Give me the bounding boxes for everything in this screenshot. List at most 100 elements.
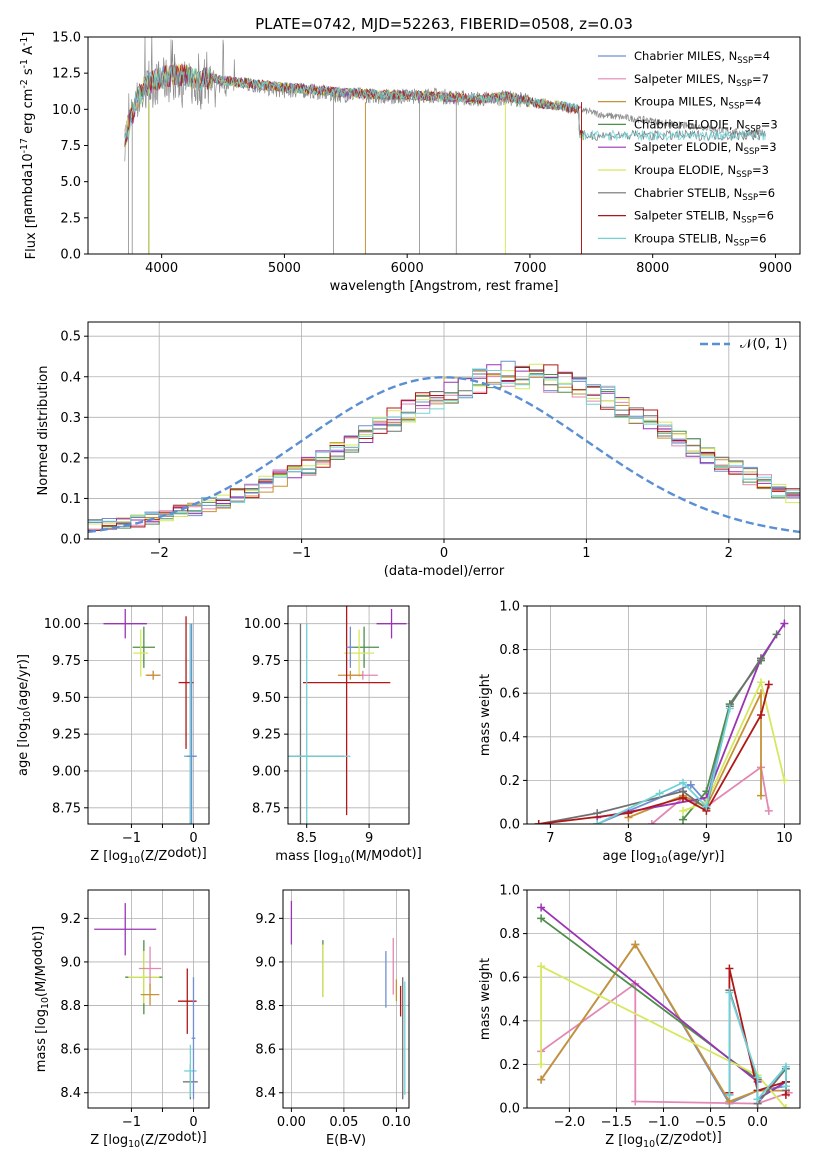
ytick-label: 0.4 bbox=[499, 730, 520, 745]
legend-entry: Kroupa ELODIE, NSSP=3 bbox=[634, 163, 769, 180]
legend-entry: Kroupa STELIB, NSSP=6 bbox=[634, 231, 766, 248]
xtick-label: 8 bbox=[624, 831, 632, 846]
errorbar-point bbox=[302, 606, 391, 816]
plus-marker bbox=[725, 964, 734, 973]
legend-entry: Chabrier STELIB, NSSP=6 bbox=[634, 186, 775, 203]
xtick-label: 7000 bbox=[513, 261, 546, 276]
axes-mass_vs_EBV: 0.00 0.05 0.10 8.4 8.6 8.8 9.0 9.2 E(B-V) bbox=[255, 889, 411, 1148]
xtick-label: −1.5 bbox=[601, 1115, 633, 1130]
ytick-label: 0.8 bbox=[499, 643, 520, 658]
ytick-label: 9.00 bbox=[252, 764, 281, 779]
plus-marker bbox=[537, 1060, 546, 1069]
x-axis-label: wavelength [Angstrom, rest frame] bbox=[330, 279, 559, 294]
axes-spectrum: 4000 5000 6000 7000 8000 9000 0.0 2.5 5.0 7.5 10.0… bbox=[19, 31, 801, 294]
legend-entry: Salpeter MILES, NSSP=7 bbox=[634, 72, 769, 89]
axes-frame bbox=[87, 889, 210, 1109]
xtick-label: 7 bbox=[546, 831, 554, 846]
errorbar-point bbox=[138, 946, 162, 991]
y-axis-label: mass weight bbox=[478, 958, 493, 1040]
ytick-label: 0.2 bbox=[60, 451, 81, 466]
histogram-step bbox=[88, 372, 800, 530]
axes-age_vs_Z: −1 0 8.75 9.00 9.25 9.50 9.75 10.00 Z [log10(Z/Z… bbox=[16, 605, 210, 866]
errorbar-point bbox=[288, 623, 351, 824]
xtick-label: 0.05 bbox=[329, 1115, 358, 1130]
plot-area bbox=[537, 903, 793, 1108]
ytick-label: 10.00 bbox=[44, 617, 81, 632]
xtick-label: 0.00 bbox=[277, 1115, 306, 1130]
xtick-label: 0 bbox=[440, 546, 448, 561]
ytick-label: 1.0 bbox=[499, 884, 520, 899]
ytick-label: 9.50 bbox=[252, 691, 281, 706]
legend-entry: Chabrier MILES, NSSP=4 bbox=[634, 49, 770, 66]
plus-marker bbox=[757, 791, 765, 800]
xtick-label: 9 bbox=[702, 831, 710, 846]
ytick-label: 9.25 bbox=[52, 728, 81, 743]
plus-marker bbox=[781, 1104, 790, 1108]
x-axis-label: Z [log10(Z/Zodot)] bbox=[90, 1130, 207, 1150]
x-axis-label: mass [log10(M/Modot)] bbox=[275, 846, 421, 866]
ytick-label: 9.2 bbox=[60, 912, 81, 927]
x-axis-label: E(B-V) bbox=[326, 1133, 366, 1148]
y-axis-label: Normed distribution bbox=[36, 366, 51, 496]
ytick-label: 8.6 bbox=[255, 1043, 276, 1058]
ytick-label: 0.2 bbox=[499, 1058, 520, 1073]
ytick-label: 9.0 bbox=[60, 955, 81, 970]
ytick-label: 8.8 bbox=[255, 999, 276, 1014]
errorbar-point bbox=[145, 670, 161, 680]
x-axis-label: age [log10(age/yr)] bbox=[602, 849, 724, 866]
ytick-label: 8.6 bbox=[60, 1043, 81, 1058]
ytick-label: 0.4 bbox=[499, 1014, 520, 1029]
plus-marker bbox=[679, 815, 687, 824]
plus-marker bbox=[781, 1062, 790, 1071]
ytick-label: 12.5 bbox=[52, 67, 81, 82]
plus-marker bbox=[537, 962, 546, 971]
xtick-label: 0.10 bbox=[382, 1115, 411, 1130]
xtick-label: −1 bbox=[292, 546, 311, 561]
plus-marker bbox=[753, 1073, 762, 1082]
xtick-label: 0.0 bbox=[747, 1115, 768, 1130]
plus-marker bbox=[631, 1097, 640, 1106]
ytick-label: 8.75 bbox=[252, 801, 281, 816]
plus-marker bbox=[624, 809, 633, 818]
plus-marker bbox=[593, 809, 602, 818]
gaussian-legend: 𝒩(0, 1) bbox=[700, 337, 787, 352]
ytick-label: 0.3 bbox=[60, 411, 81, 426]
plus-marker bbox=[679, 778, 687, 787]
ytick-label: 0.0 bbox=[499, 1102, 520, 1117]
spectrum-legend: Chabrier MILES, NSSP=4 Salpeter MILES, NS… bbox=[598, 49, 778, 248]
histogram-step bbox=[88, 368, 800, 523]
histogram-step bbox=[88, 363, 800, 525]
xtick-label: 8000 bbox=[636, 261, 669, 276]
ytick-label: 2.5 bbox=[60, 211, 81, 226]
errorbar-point bbox=[191, 977, 196, 1100]
xtick-label: −1 bbox=[122, 831, 141, 846]
axes-residuals: −2 −1 0 1 2 0.0 0.1 0.2 0.3 0.4 0.5 (data-model)/er… bbox=[36, 321, 801, 579]
ytick-label: 0.2 bbox=[499, 774, 520, 789]
legend-entry: Kroupa MILES, NSSP=4 bbox=[634, 95, 761, 112]
errorbar-point bbox=[346, 626, 355, 668]
y-axis-label: mass [log10(M/Modot)] bbox=[31, 926, 51, 1072]
plus-marker bbox=[631, 940, 640, 949]
ytick-label: 0.4 bbox=[60, 370, 81, 385]
weight-series-line bbox=[538, 657, 762, 824]
ytick-label: 15.0 bbox=[52, 31, 81, 46]
weight-series-line bbox=[682, 679, 786, 812]
plus-marker bbox=[537, 903, 546, 912]
x-axis-label: Z [log10(Z/Zodot)] bbox=[605, 1130, 722, 1150]
ytick-label: 9.25 bbox=[252, 728, 281, 743]
errorbar-point bbox=[94, 903, 157, 956]
plus-marker bbox=[725, 704, 734, 713]
axes-frame bbox=[526, 605, 801, 825]
plus-marker bbox=[686, 780, 695, 789]
weight-series-line bbox=[538, 684, 770, 824]
xtick-label: 5000 bbox=[268, 261, 301, 276]
errorbar-point bbox=[133, 629, 149, 677]
axes-weight_vs_Z: −2.0 −1.5 −1.0 −0.5 0.0 0.0 0.2 0.4 0.6 0.8 1.0 Z [… bbox=[478, 884, 801, 1150]
model-line bbox=[124, 65, 766, 142]
xtick-label: 2 bbox=[725, 546, 733, 561]
xtick-label: 8.5 bbox=[296, 831, 317, 846]
legend-entry: 𝒩(0, 1) bbox=[740, 337, 787, 352]
xtick-label: 6000 bbox=[391, 261, 424, 276]
plus-marker bbox=[647, 820, 656, 824]
